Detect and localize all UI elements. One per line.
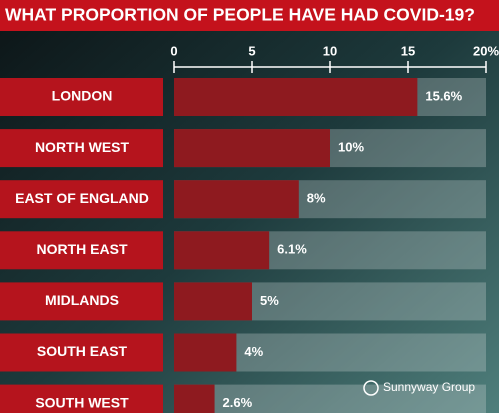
watermark-group: Sunnyway Group [363, 380, 475, 396]
category-box [0, 282, 163, 321]
category-box [0, 129, 163, 168]
category-label: NORTH EAST [37, 241, 128, 257]
value-label: 4% [244, 344, 263, 359]
category-label: NORTH WEST [35, 139, 130, 155]
value-label: 15.6% [425, 88, 462, 103]
bar [174, 384, 215, 413]
value-label: 8% [307, 191, 326, 206]
bar [174, 129, 330, 168]
bar [174, 78, 418, 116]
category-box [0, 180, 163, 219]
category-label: LONDON [52, 88, 113, 104]
watermark: Sunnyway Group [383, 380, 475, 394]
title-bar [0, 0, 499, 31]
bar [174, 231, 270, 270]
value-label: 2.6% [223, 395, 253, 410]
x-tick-label: 5 [248, 43, 255, 58]
category-label: EAST OF ENGLAND [15, 190, 149, 206]
category-label: SOUTH EAST [37, 343, 128, 359]
bar [174, 333, 237, 372]
x-tick-label: 15 [401, 43, 415, 58]
bar [174, 180, 299, 219]
x-tick-label: 10 [323, 43, 337, 58]
category-box [0, 384, 163, 413]
x-tick-label: 20% [473, 43, 499, 58]
watermark-icon [363, 380, 379, 396]
x-tick-label: 0 [170, 43, 177, 58]
category-box [0, 78, 163, 116]
category-box [0, 231, 163, 270]
chart-title: WHAT PROPORTION OF PEOPLE HAVE HAD COVID… [5, 5, 475, 25]
category-label: MIDLANDS [45, 292, 119, 308]
bar-track [174, 384, 486, 413]
value-label: 5% [260, 293, 279, 308]
value-label: 6.1% [277, 242, 307, 257]
category-label: SOUTH WEST [35, 394, 129, 410]
value-label: 10% [338, 140, 364, 155]
bar [174, 282, 252, 321]
category-box [0, 333, 163, 372]
